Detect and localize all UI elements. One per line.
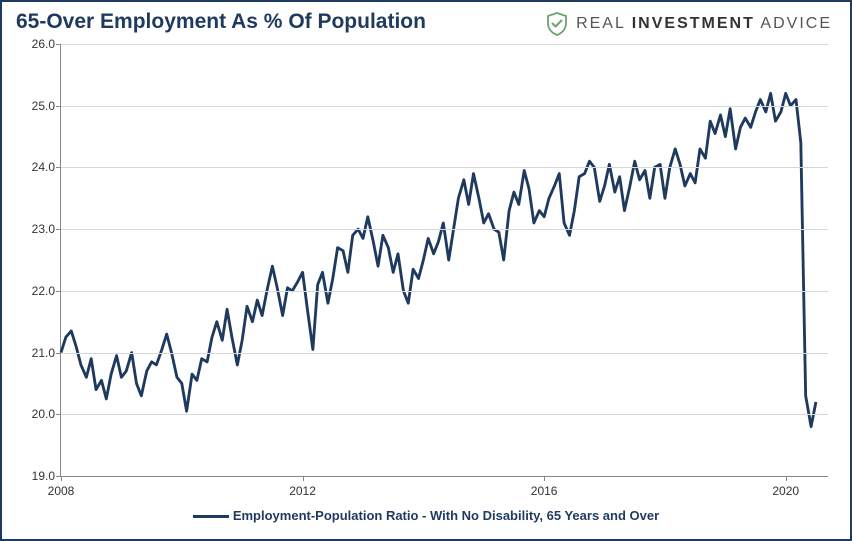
- xtick-mark: [61, 476, 62, 481]
- gridline: [61, 106, 828, 107]
- shield-icon: [546, 12, 568, 36]
- ytick-mark: [56, 291, 61, 292]
- ytick-label: 25.0: [32, 99, 55, 113]
- legend-swatch: [193, 515, 229, 518]
- ytick-mark: [56, 229, 61, 230]
- chart-title: 65-Over Employment As % Of Population: [16, 10, 426, 34]
- ytick-mark: [56, 44, 61, 45]
- legend: Employment-Population Ratio - With No Di…: [16, 508, 836, 523]
- xtick-mark: [303, 476, 304, 481]
- xtick-mark: [786, 476, 787, 481]
- xtick-label: 2008: [48, 484, 75, 498]
- ytick-label: 23.0: [32, 222, 55, 236]
- gridline: [61, 44, 828, 45]
- ytick-label: 22.0: [32, 284, 55, 298]
- xtick-label: 2016: [531, 484, 558, 498]
- ytick-mark: [56, 414, 61, 415]
- xtick-label: 2020: [772, 484, 799, 498]
- xtick-mark: [544, 476, 545, 481]
- legend-label: Employment-Population Ratio - With No Di…: [233, 508, 659, 523]
- xtick-label: 2012: [289, 484, 316, 498]
- gridline: [61, 167, 828, 168]
- ytick-label: 19.0: [32, 469, 55, 483]
- brand-logo: REAL INVESTMENT ADVICE: [546, 12, 832, 36]
- gridline: [61, 414, 828, 415]
- ytick-label: 21.0: [32, 346, 55, 360]
- gridline: [61, 291, 828, 292]
- gridline: [61, 353, 828, 354]
- brand-text: REAL INVESTMENT ADVICE: [576, 15, 832, 33]
- gridline: [61, 229, 828, 230]
- line-series: [61, 44, 828, 476]
- plot-area: 19.020.021.022.023.024.025.026.020082012…: [60, 44, 828, 477]
- ytick-label: 26.0: [32, 37, 55, 51]
- ytick-mark: [56, 353, 61, 354]
- ytick-mark: [56, 167, 61, 168]
- ytick-label: 20.0: [32, 407, 55, 421]
- ytick-label: 24.0: [32, 160, 55, 174]
- ytick-mark: [56, 106, 61, 107]
- chart-area: 19.020.021.022.023.024.025.026.020082012…: [16, 44, 836, 525]
